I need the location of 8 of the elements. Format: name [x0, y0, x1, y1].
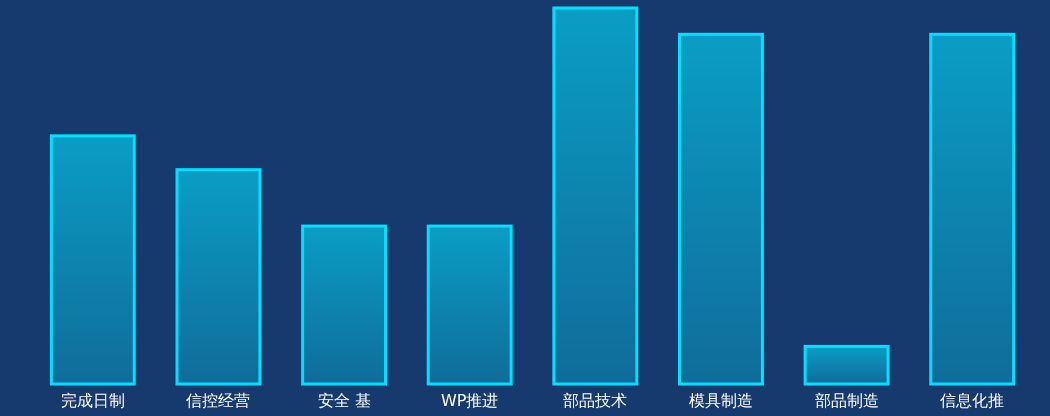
x-tick-label: WP推进 [440, 391, 499, 410]
x-tick-label: 安全 基 [317, 391, 371, 410]
x-tick-label: 信控经营 [186, 391, 251, 410]
x-tick-label: 完成日制 [60, 391, 125, 410]
x-tick-label: 部品制造 [814, 391, 879, 410]
x-tick-label: 部品技术 [563, 391, 628, 410]
x-tick-label: 信息化推 [940, 391, 1005, 410]
x-tick-label: 模具制造 [688, 391, 753, 410]
